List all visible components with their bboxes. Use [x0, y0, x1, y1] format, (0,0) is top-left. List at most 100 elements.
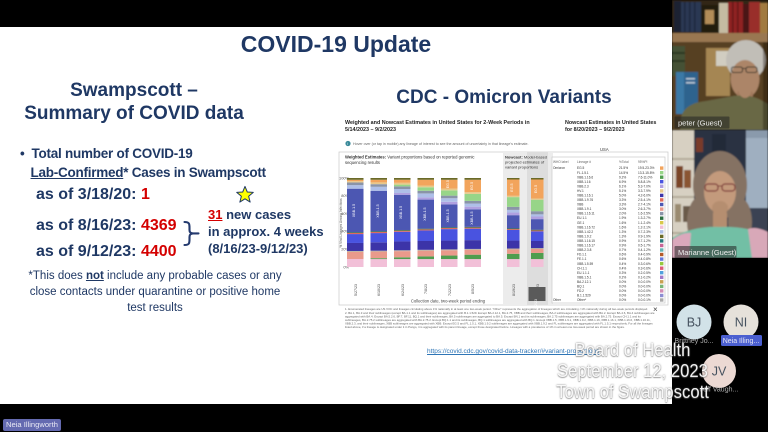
svg-text:FD.2: FD.2 [577, 289, 584, 293]
svg-text:0.0-0.0%: 0.0-0.0% [638, 285, 651, 289]
svg-text:0.2-0.5%: 0.2-0.5% [638, 271, 651, 275]
svg-text:7/8/23: 7/8/23 [424, 284, 428, 294]
svg-text:EU.1.1.1: EU.1.1.1 [577, 271, 590, 275]
svg-text:0.9-1.9%: 0.9-1.9% [638, 235, 651, 239]
svg-text:% Viral Lineages Among Infecti: % Viral Lineages Among Infections [339, 198, 343, 248]
svg-text:0.7-1.2%: 0.7-1.2% [638, 239, 651, 243]
svg-text:9/2/23: 9/2/23 [534, 299, 538, 309]
svg-text:Nowcast Estimates in United St: Nowcast Estimates in United States [565, 120, 656, 126]
svg-text:Other*: Other* [577, 298, 587, 302]
svg-text:XBB.1.9.1: XBB.1.9.1 [577, 207, 592, 211]
svg-text:20%: 20% [341, 247, 349, 252]
svg-text:XBB.2.3: XBB.2.3 [577, 184, 589, 188]
svg-text:2.0%: 2.0% [619, 212, 626, 216]
svg-text:0.0-0.0%: 0.0-0.0% [638, 289, 651, 293]
svg-text:0.3-0.6%: 0.3-0.6% [638, 266, 651, 270]
svg-text:FE.1.1: FE.1.1 [577, 257, 587, 261]
svg-text:0.2%: 0.2% [619, 275, 626, 279]
svg-text:1.6%: 1.6% [619, 225, 626, 229]
svg-text:60%: 60% [341, 211, 349, 216]
svg-text:0.4-0.9%: 0.4-0.9% [638, 253, 651, 257]
svg-text:0.4-0.8%: 0.4-0.8% [638, 257, 651, 261]
svg-text:XBB.1.16.1: XBB.1.16.1 [577, 194, 593, 198]
svg-text:XBB.1.16.15: XBB.1.16.15 [577, 239, 595, 243]
svg-text:2.6-3.7%: 2.6-3.7% [638, 207, 651, 211]
svg-text:1.1-2.4%: 1.1-2.4% [638, 221, 651, 225]
svg-text:EG.5: EG.5 [470, 182, 474, 190]
svg-text:EG.5: EG.5 [510, 183, 514, 191]
svg-text:40%: 40% [341, 229, 349, 234]
svg-text:9.2%: 9.2% [619, 175, 626, 179]
svg-text:%Total: %Total [619, 160, 629, 164]
svg-text:21.5%: 21.5% [619, 166, 628, 170]
svg-text:XBB.1.9.76: XBB.1.9.76 [577, 198, 593, 202]
svg-text:EG.5: EG.5 [577, 166, 584, 170]
svg-text:XBB.1.5: XBB.1.5 [470, 212, 474, 225]
svg-text:sublineages, BA.2.75.2 subline: sublineages, BA.2.75.2 sublineages are a… [345, 318, 651, 322]
svg-text:JV: JV [712, 365, 727, 379]
svg-text:Brittney Jo...: Brittney Jo... [675, 338, 714, 345]
svg-text:80%: 80% [341, 193, 349, 198]
svg-text:6.1%: 6.1% [619, 184, 626, 188]
svg-text:0.0%: 0.0% [619, 285, 626, 289]
svg-text:FD.1.1: FD.1.1 [577, 253, 587, 257]
svg-text:6/24/23: 6/24/23 [401, 284, 405, 296]
svg-text:13.3-15.8%: 13.3-15.8% [638, 171, 654, 175]
svg-text:aggregated with BA.4. Except B: aggregated with BA.4. Except BA.5.2.6, B… [345, 315, 641, 319]
svg-text:XBB.1.16.17: XBB.1.16.17 [577, 244, 595, 248]
svg-text:0.6%: 0.6% [619, 257, 626, 261]
svg-text:2. BA.1, BA.3 and their sub: 2. BA.1, BA.3 and their sublineages (exc… [345, 311, 655, 315]
svg-text:listed above, if a lineage is: listed above, if a lineage is designated… [345, 325, 625, 329]
svg-text:XBB.1.16: XBB.1.16 [577, 180, 591, 184]
svg-text:1.9%: 1.9% [619, 216, 626, 220]
svg-text:0.9%: 0.9% [619, 244, 626, 248]
svg-text:XBB.1.16.6: XBB.1.16.6 [577, 175, 593, 179]
svg-text:1. Enumerated lineages are: 1. Enumerated lineages are US VOC and li… [345, 307, 648, 311]
svg-text:XBB.1.9.2: XBB.1.9.2 [577, 235, 592, 239]
svg-text:EG.5: EG.5 [534, 185, 538, 193]
svg-text:XBB.2.3, and their sublineages: XBB.2.3, and their sublineages, XBB subl… [345, 322, 653, 326]
svg-text:Marianne (Guest): Marianne (Guest) [678, 248, 737, 257]
svg-text:Hover over (or tap in mobile): Hover over (or tap in mobile) any lineag… [353, 142, 528, 146]
svg-text:Collection date, two-week peri: Collection date, two-week period ending [411, 299, 486, 304]
svg-text:7/22/23: 7/22/23 [448, 284, 452, 296]
svg-text:8/19/23: 8/19/23 [512, 284, 516, 296]
svg-text:3.3%: 3.3% [619, 203, 626, 207]
svg-text:XBB.1.42.2: XBB.1.42.2 [577, 230, 593, 234]
svg-text:0.9%: 0.9% [619, 239, 626, 243]
svg-text:FL.1.5.1: FL.1.5.1 [577, 171, 589, 175]
svg-text:XBB.1.5.1: XBB.1.5.1 [577, 275, 592, 279]
svg-text:sequencing results: sequencing results [345, 160, 380, 165]
svg-text:0.4-1.2%: 0.4-1.2% [638, 248, 651, 252]
svg-text:NI: NI [735, 316, 748, 330]
svg-text:0.7%: 0.7% [619, 248, 626, 252]
svg-text:XBB.1.5: XBB.1.5 [376, 204, 380, 217]
svg-text:6.9%: 6.9% [619, 180, 626, 184]
svg-text:XBB.2.3.8: XBB.2.3.8 [577, 248, 592, 252]
svg-text:0.7-2.3%: 0.7-2.3% [638, 230, 651, 234]
svg-text:XBB.1.16.72: XBB.1.16.72 [577, 225, 595, 229]
svg-text:XBB.1.5: XBB.1.5 [399, 206, 403, 219]
svg-text:0.3%: 0.3% [619, 271, 626, 275]
svg-text:5.1%: 5.1% [619, 189, 626, 193]
svg-text:CH.1.1: CH.1.1 [577, 266, 587, 270]
svg-text:0.0%: 0.0% [619, 280, 626, 284]
svg-text:1.3%: 1.3% [619, 235, 626, 239]
svg-text:14.5%: 14.5% [619, 171, 628, 175]
svg-text:5.0%: 5.0% [619, 194, 626, 198]
svg-text:6/10/23: 6/10/23 [377, 284, 381, 296]
svg-text:7.6-11.0%: 7.6-11.0% [638, 175, 652, 179]
svg-text:BA.2.12.1: BA.2.12.1 [577, 280, 591, 284]
svg-text:variant proportions: variant proportions [505, 165, 538, 170]
svg-text:95%PI: 95%PI [638, 160, 648, 164]
svg-text:Weighted and Nowcast Estimates: Weighted and Nowcast Estimates in United… [345, 120, 530, 126]
svg-text:EG.5: EG.5 [446, 180, 450, 188]
svg-text:WHO label: WHO label [553, 160, 569, 164]
svg-text:Nowcast: Model-based: Nowcast: Model-based [505, 155, 547, 160]
svg-text:XBB.1.5: XBB.1.5 [446, 209, 450, 222]
svg-text:1.6%: 1.6% [619, 221, 626, 225]
svg-text:peter (Guest): peter (Guest) [678, 119, 723, 128]
svg-text:100%: 100% [339, 175, 349, 180]
svg-text:EU.1.1: EU.1.1 [577, 216, 587, 220]
svg-text:USA: USA [600, 147, 609, 152]
